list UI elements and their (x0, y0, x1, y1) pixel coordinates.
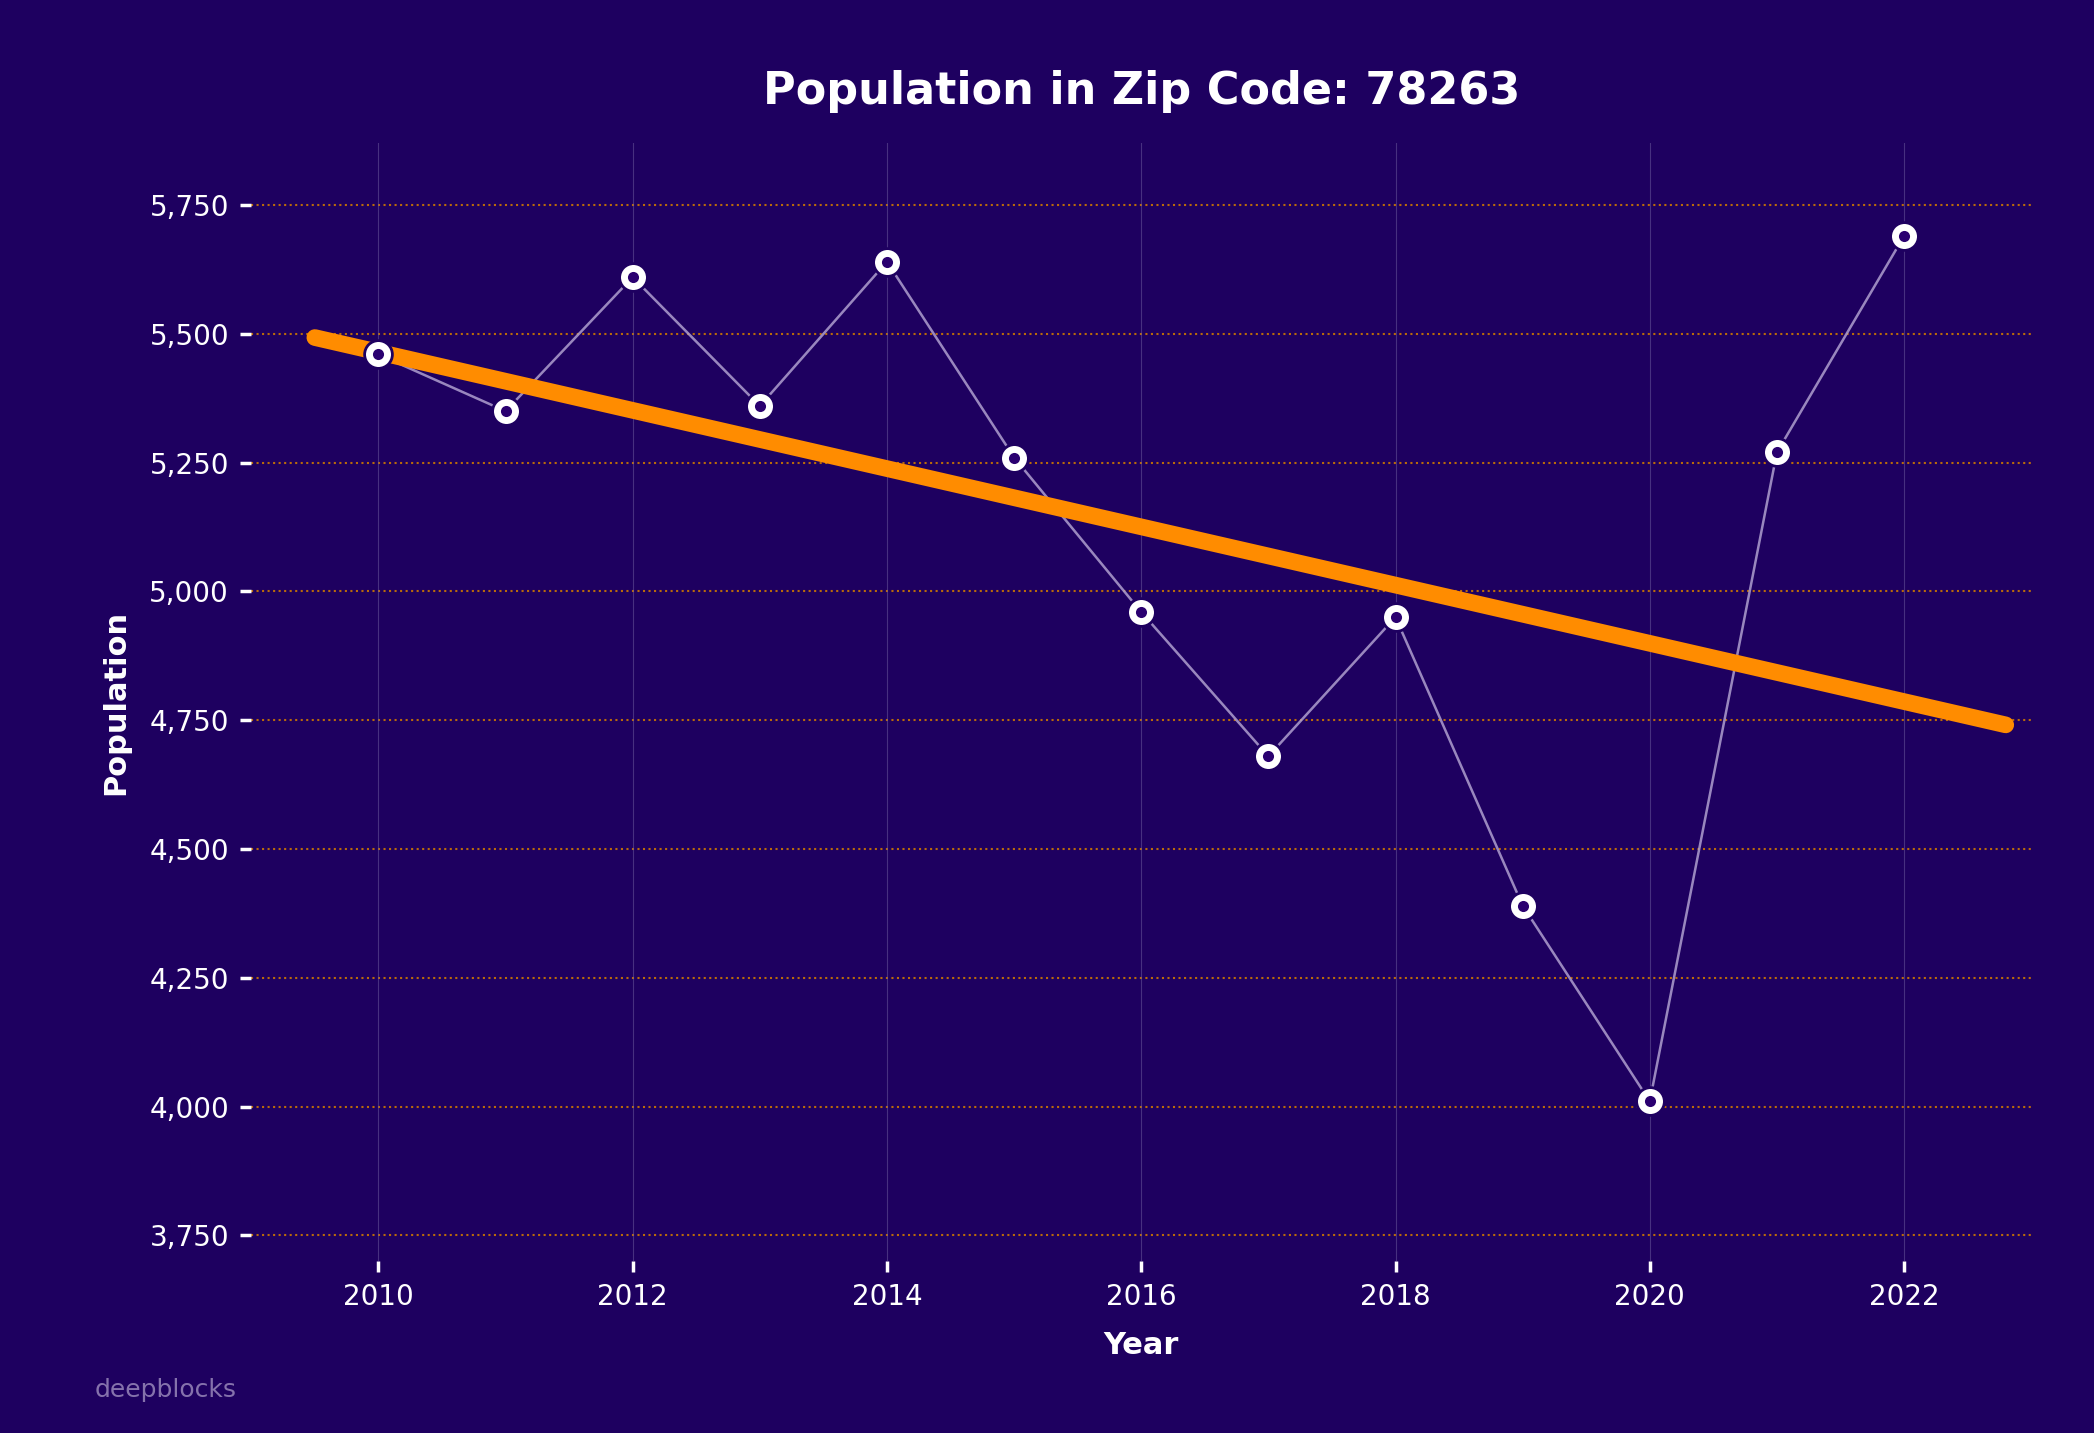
Y-axis label: Population: Population (101, 609, 130, 795)
X-axis label: Year: Year (1104, 1331, 1179, 1360)
Title: Population in Zip Code: 78263: Population in Zip Code: 78263 (762, 70, 1520, 113)
Text: deepblocks: deepblocks (94, 1379, 237, 1401)
